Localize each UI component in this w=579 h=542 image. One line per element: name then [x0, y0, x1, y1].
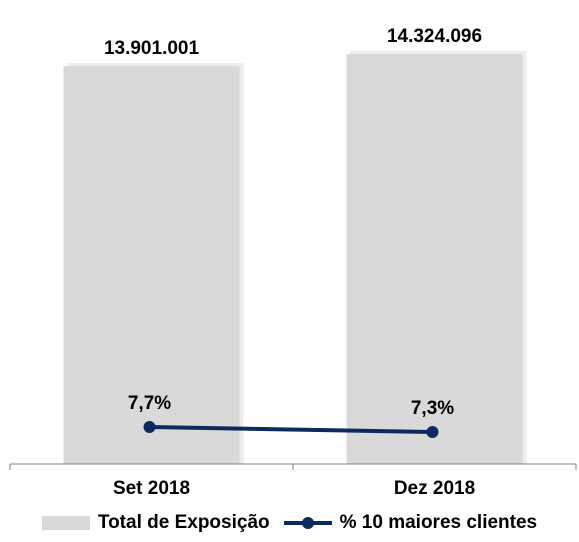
legend-swatch-bar — [41, 516, 90, 530]
bar-value-label: 14.324.096 — [387, 26, 482, 47]
legend-label-bars: Total de Exposição — [97, 512, 270, 533]
line-value-label: 7,3% — [411, 398, 454, 419]
x-tick-label: Set 2018 — [113, 478, 190, 499]
chart: 13.901.001 14.324.096 Set 2018 Dez 2018 7,7%… — [9, 26, 577, 499]
legend-label-line: % 10 maiores clientes — [339, 512, 538, 533]
line-value-label: 7,7% — [128, 393, 171, 414]
line-point — [143, 421, 156, 433]
legend: Total de Exposição % 10 maiores clientes — [0, 508, 579, 538]
x-tick-label: Dez 2018 — [394, 478, 475, 499]
line-series — [149, 425, 433, 434]
bar — [346, 54, 523, 464]
bar — [63, 66, 240, 464]
bar-value-label: 13.901.001 — [104, 38, 200, 59]
legend-swatch-line — [283, 517, 332, 529]
legend-item-line: % 10 maiores clientes — [283, 512, 538, 534]
line-point — [426, 426, 439, 438]
legend-item-bars: Total de Exposição — [41, 512, 270, 534]
